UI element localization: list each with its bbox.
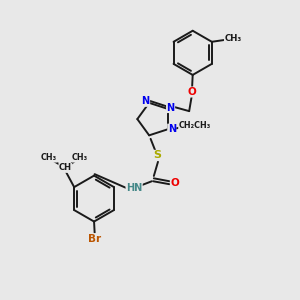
Text: CH₂CH₃: CH₂CH₃	[178, 121, 211, 130]
Text: O: O	[188, 87, 197, 97]
Text: CH₃: CH₃	[72, 153, 88, 162]
Text: Br: Br	[88, 234, 101, 244]
Text: N: N	[167, 103, 175, 112]
Text: CH: CH	[59, 164, 72, 172]
Text: CH₃: CH₃	[224, 34, 242, 43]
Text: N: N	[142, 96, 150, 106]
Text: CH₃: CH₃	[41, 153, 57, 162]
Text: N: N	[168, 124, 176, 134]
Text: O: O	[170, 178, 179, 188]
Text: HN: HN	[126, 183, 142, 193]
Text: S: S	[153, 150, 161, 160]
